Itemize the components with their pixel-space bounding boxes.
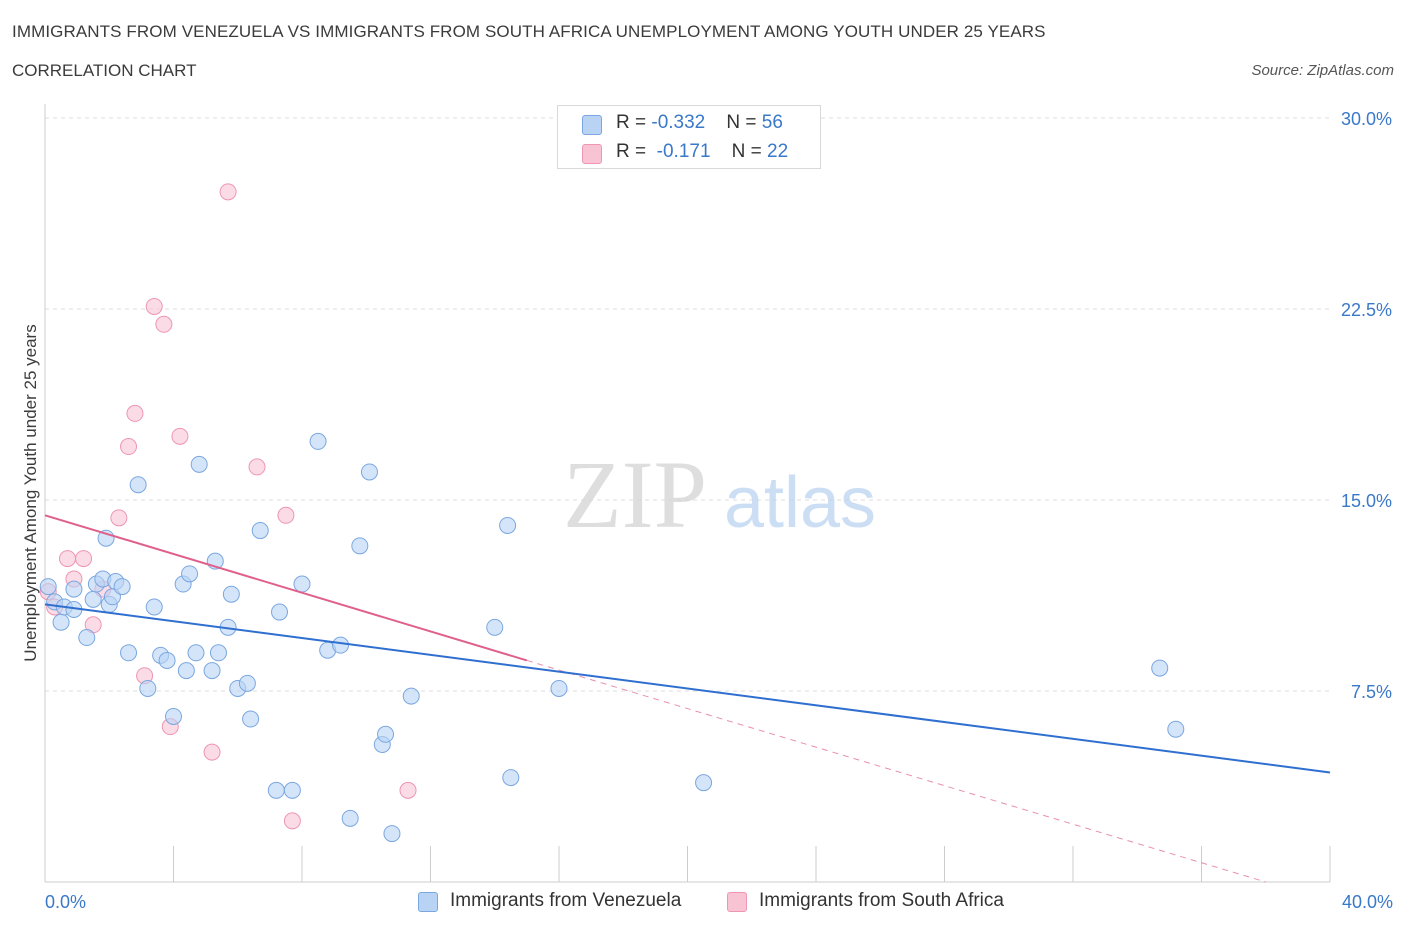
south-africa-n-value: 22 — [767, 141, 789, 162]
venezuela-point — [139, 679, 157, 697]
venezuela-point — [383, 825, 401, 843]
venezuela-point — [1167, 720, 1185, 738]
venezuela-point — [267, 781, 285, 799]
venezuela-r-label: R = — [616, 112, 652, 133]
venezuela-legend-label: Immigrants from Venezuela — [450, 890, 682, 911]
south-africa-swatch — [582, 144, 602, 164]
venezuela-point — [158, 651, 176, 669]
venezuela-point — [486, 618, 504, 636]
trend-lines — [44, 514, 1331, 883]
venezuela-point — [332, 636, 350, 654]
south-africa-legend-label: Immigrants from South Africa — [759, 890, 1004, 911]
venezuela-point — [550, 679, 568, 697]
venezuela-legend-swatch — [418, 892, 438, 912]
grid-lines — [45, 117, 1330, 692]
venezuela-point — [242, 710, 260, 728]
south-africa-legend-swatch — [727, 892, 747, 912]
correlation-legend: R = -0.332 N = 56 R = -0.171 N = 22 — [557, 105, 821, 169]
venezuela-point — [222, 585, 240, 603]
south-africa-r-value: -0.171 — [656, 141, 711, 162]
south-africa-point — [203, 743, 221, 761]
south-africa-trend-extension — [526, 659, 1266, 883]
venezuela-point — [238, 674, 256, 692]
south-africa-point — [399, 781, 417, 799]
venezuela-point — [271, 603, 289, 621]
watermark-atlas: atlas — [724, 463, 876, 543]
venezuela-points — [39, 432, 1185, 843]
venezuela-point — [293, 575, 311, 593]
south-africa-point — [58, 550, 76, 568]
south-africa-point — [110, 509, 128, 527]
venezuela-r-value: -0.332 — [651, 112, 706, 133]
south-africa-point — [171, 427, 189, 445]
venezuela-point — [65, 580, 83, 598]
venezuela-point — [251, 522, 269, 540]
venezuela-point — [177, 662, 195, 680]
x-tick-label-max: 40.0% — [1342, 892, 1393, 912]
venezuela-point — [283, 781, 301, 799]
venezuela-point — [351, 537, 369, 555]
venezuela-point — [502, 769, 520, 787]
source-label: Source: ZipAtlas.com — [1251, 62, 1394, 79]
venezuela-swatch — [582, 115, 602, 135]
south-africa-n-label: N = — [731, 141, 768, 162]
y-axis-label: Unemployment Among Youth under 25 years — [21, 324, 40, 662]
venezuela-point — [309, 432, 327, 450]
venezuela-point — [113, 578, 131, 596]
venezuela-point — [181, 565, 199, 583]
y-tick-label: 30.0% — [1341, 109, 1392, 129]
venezuela-point — [52, 613, 70, 631]
watermark: ZIP atlas — [563, 441, 876, 548]
axes — [44, 104, 1331, 883]
venezuela-n-value: 56 — [761, 112, 783, 133]
venezuela-point — [1151, 659, 1169, 677]
venezuela-point — [84, 590, 102, 608]
venezuela-point — [78, 629, 96, 647]
venezuela-point — [341, 809, 359, 827]
venezuela-point — [203, 662, 221, 680]
chart-title: IMMIGRANTS FROM VENEZUELA VS IMMIGRANTS … — [12, 22, 1046, 41]
south-africa-r-label: R = — [616, 141, 652, 162]
south-africa-points — [39, 183, 417, 830]
south-africa-point — [248, 458, 266, 476]
watermark-zip: ZIP — [563, 441, 707, 548]
tick-labels: 7.5% 15.0% 22.5% 30.0% 0.0% 40.0% — [45, 109, 1393, 912]
venezuela-point — [402, 687, 420, 705]
venezuela-point — [165, 707, 182, 725]
south-africa-point — [277, 506, 295, 524]
south-africa-point — [145, 297, 163, 315]
south-africa-point — [75, 550, 93, 568]
venezuela-point — [377, 725, 395, 743]
venezuela-point — [209, 644, 227, 662]
venezuela-point — [187, 644, 205, 662]
south-africa-point — [120, 438, 138, 456]
y-tick-label: 15.0% — [1341, 491, 1392, 511]
venezuela-point — [39, 578, 57, 596]
south-africa-point — [219, 183, 237, 201]
south-africa-point — [155, 315, 173, 333]
south-africa-point — [126, 404, 144, 422]
venezuela-point — [360, 463, 378, 481]
y-tick-label: 22.5% — [1341, 300, 1392, 320]
venezuela-point — [129, 476, 147, 494]
venezuela-n-label: N = — [726, 112, 762, 133]
venezuela-point — [145, 598, 163, 616]
south-africa-trend-line — [44, 514, 528, 662]
x-tick-label-min: 0.0% — [45, 892, 86, 912]
chart-subtitle: CORRELATION CHART — [12, 61, 197, 80]
south-africa-point — [283, 812, 301, 830]
venezuela-point — [120, 644, 138, 662]
venezuela-point — [695, 774, 713, 792]
venezuela-point — [499, 516, 517, 534]
y-tick-label: 7.5% — [1351, 682, 1392, 702]
venezuela-trend-line — [44, 603, 1331, 774]
venezuela-point — [190, 455, 208, 473]
